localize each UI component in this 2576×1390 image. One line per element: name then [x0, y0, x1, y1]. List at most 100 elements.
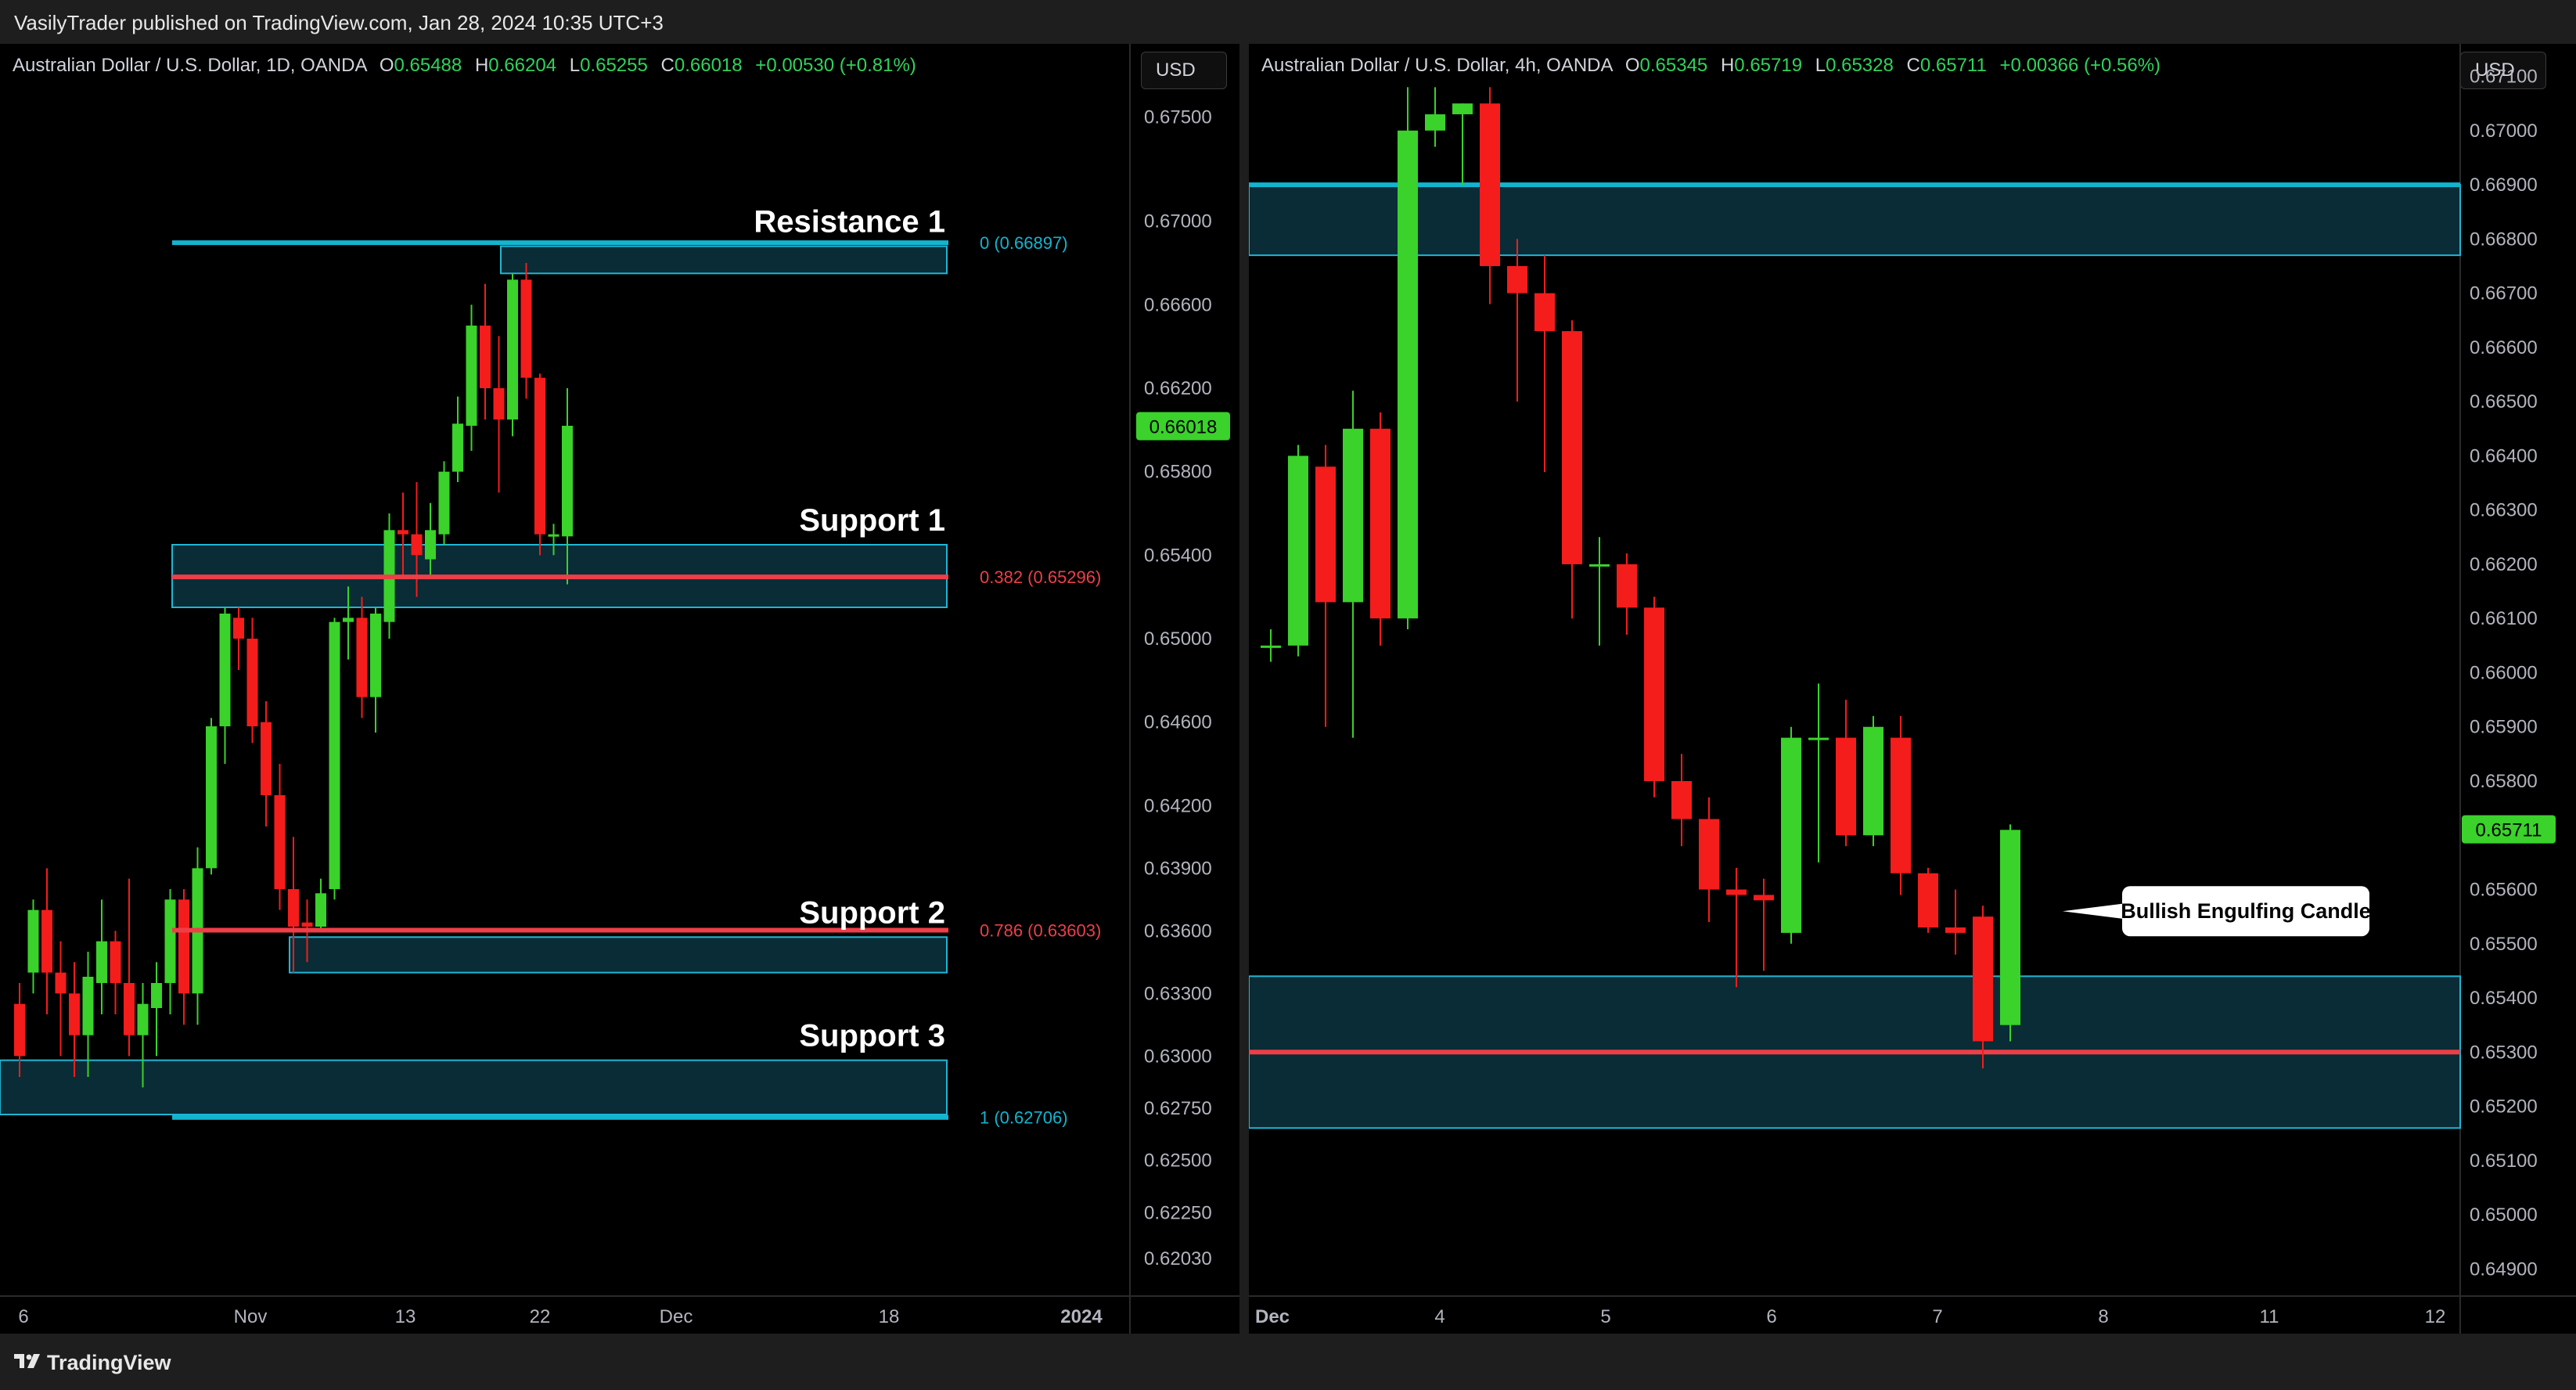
currency-button[interactable]: USD	[2460, 52, 2546, 89]
candle-body	[1836, 737, 1856, 836]
x-tick-label: 22	[530, 1306, 551, 1327]
candle-body	[288, 889, 299, 927]
daily-chart-panel[interactable]: Australian Dollar / U.S. Dollar, 1D, OAN…	[0, 44, 1239, 1334]
y-tick-label: 0.65800	[2470, 771, 2538, 792]
open-value: 0.65345	[1639, 55, 1708, 76]
daily-chart-svg: 0 (0.66897) 0.382 (0.65296) 0.786 (0.63603…	[0, 44, 1239, 1334]
candle-body	[493, 388, 505, 420]
change-value: +0.00366 (+0.56%)	[1999, 55, 2161, 76]
candle-body	[1589, 564, 1610, 567]
candle-body	[274, 795, 286, 889]
candle-body	[1534, 293, 1555, 332]
y-tick-label: 0.65800	[1144, 462, 1212, 483]
candle-body	[534, 377, 545, 535]
candle-body	[1370, 428, 1391, 619]
symbol-title: Australian Dollar / U.S. Dollar, 4h, OAN…	[1261, 55, 1613, 76]
brand-name: TradingView	[47, 1351, 171, 1374]
candle-body	[1507, 265, 1527, 293]
candle-body	[398, 530, 408, 535]
x-tick-label: Dec	[1255, 1306, 1290, 1327]
y-tick-label: 0.66600	[2470, 337, 2538, 358]
y-tick-label: 0.66000	[2470, 662, 2538, 683]
candle-body	[1945, 927, 1966, 933]
x-tick-label: 6	[1766, 1306, 1776, 1327]
x-tick-label: 8	[2098, 1306, 2108, 1327]
x-tick-label: 12	[2425, 1306, 2446, 1327]
candle-body	[261, 722, 272, 795]
zone-annotation: Support 2	[799, 895, 945, 930]
candle-body	[548, 534, 559, 537]
candle-body	[1863, 726, 1883, 836]
candle-body	[466, 326, 477, 426]
footer: TradingView	[0, 1334, 2576, 1390]
candle-body	[1261, 645, 1281, 648]
candle-body	[520, 279, 532, 378]
candle-body	[1343, 428, 1363, 603]
zone-annotation: Support 1	[799, 503, 945, 538]
callout-pointer	[2063, 903, 2125, 920]
close-value: 0.66018	[674, 55, 743, 76]
candle-body	[1288, 456, 1308, 646]
y-tick-label: 0.67500	[1144, 106, 1212, 128]
y-tick-label: 0.65100	[2470, 1151, 2538, 1172]
candle-body	[370, 614, 381, 697]
x-tick-label: 5	[1600, 1306, 1610, 1327]
candle-body	[452, 423, 463, 472]
y-tick-label: 0.65600	[2470, 880, 2538, 901]
zone-box	[289, 936, 948, 974]
candle-body	[14, 1003, 25, 1057]
low-value: 0.65328	[1826, 55, 1894, 76]
y-tick-label: 0.66200	[2470, 554, 2538, 575]
candle-body	[1808, 737, 1829, 740]
zone-box	[0, 1059, 948, 1115]
x-tick-label: 13	[395, 1306, 416, 1327]
y-tick-label: 0.66800	[2470, 229, 2538, 250]
zone-box	[1249, 184, 2461, 257]
high-value: 0.66204	[488, 55, 557, 76]
candle-body	[1452, 103, 1473, 115]
candle-body	[1891, 737, 1911, 873]
fib-level-label: 1 (0.62706)	[980, 1108, 1068, 1128]
tradingview-logo[interactable]: TradingView	[14, 1351, 171, 1375]
candle-body	[219, 614, 231, 726]
candle-body	[1671, 780, 1692, 819]
y-tick-label: 0.62030	[1144, 1248, 1212, 1269]
currency-button[interactable]: USD	[1141, 52, 1227, 89]
y-tick-label: 0.62500	[1144, 1151, 1212, 1172]
y-tick-label: 0.64600	[1144, 712, 1212, 733]
candle-body	[27, 909, 39, 973]
low-value: 0.65255	[580, 55, 648, 76]
4h-chart-panel[interactable]: Australian Dollar / U.S. Dollar, 4h, OAN…	[1249, 44, 2576, 1334]
candle-body	[151, 983, 162, 1008]
candle-body	[1398, 130, 1418, 619]
candle-body	[137, 1003, 149, 1035]
candle-body	[1781, 737, 1801, 933]
x-tick-label: 6	[18, 1306, 28, 1327]
zone-annotation: Support 3	[799, 1019, 945, 1053]
y-tick-label: 0.67000	[2470, 121, 2538, 142]
candle-body	[411, 534, 423, 556]
y-tick-label: 0.65200	[2470, 1097, 2538, 1118]
candle-body	[1699, 819, 1719, 890]
x-tick-label: 11	[2260, 1306, 2279, 1327]
y-tick-label: 0.66400	[2470, 445, 2538, 466]
symbol-legend: Australian Dollar / U.S. Dollar, 1D, OAN…	[13, 55, 916, 77]
y-tick-label: 0.66200	[1144, 378, 1212, 399]
candle-body	[233, 618, 244, 639]
candle-body	[246, 639, 258, 726]
y-tick-label: 0.62250	[1144, 1202, 1212, 1223]
symbol-legend: Australian Dollar / U.S. Dollar, 4h, OAN…	[1261, 55, 2160, 77]
candle-body	[206, 726, 217, 869]
y-tick-label: 0.66500	[2470, 391, 2538, 412]
open-label: O	[379, 55, 394, 76]
candle-body	[1562, 331, 1582, 564]
open-label: O	[1624, 55, 1640, 76]
callout-box	[2122, 886, 2369, 937]
publish-header: VasilyTrader published on TradingView.co…	[0, 0, 2576, 44]
y-tick-label: 0.65000	[1144, 628, 1212, 650]
candle-body	[329, 621, 340, 889]
candle-body	[69, 993, 80, 1035]
y-tick-label: 0.66100	[2470, 608, 2538, 629]
y-tick-label: 0.65400	[1144, 545, 1212, 566]
callout-annotation: Bullish Engulfing Candle	[2121, 899, 2371, 923]
